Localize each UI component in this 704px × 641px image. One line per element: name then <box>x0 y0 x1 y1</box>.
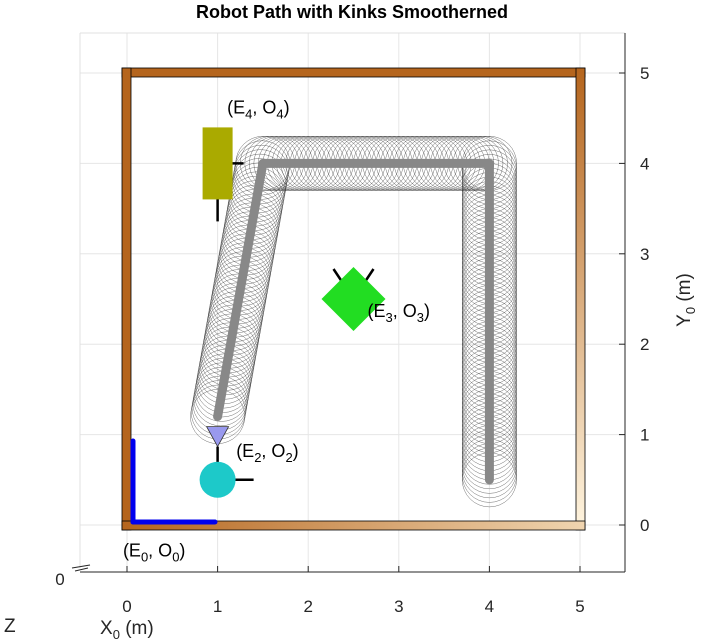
x-ticks: 0 1 2 3 4 5 <box>122 566 585 616</box>
obstacle-rect <box>202 127 233 200</box>
y-tick-label-0: 0 <box>640 516 649 535</box>
frame-label-part-1-4: ) <box>293 441 299 461</box>
x-tick-label-2: 2 <box>303 597 312 616</box>
x-tick-label-1: 1 <box>213 597 222 616</box>
frame-label-part-1-0: (E <box>236 441 254 461</box>
x-axis-label-sub: 0 <box>113 627 120 641</box>
frame-label-part-1-2: , O <box>261 441 285 461</box>
x-axis-label-unit: (m) <box>120 618 154 639</box>
frame-label-2: (E3, O3) <box>368 301 430 325</box>
y-axis-label-sub: 0 <box>683 307 698 314</box>
frame-label-part-1-1: 2 <box>254 450 261 465</box>
wall-left <box>121 67 132 531</box>
wall-bottom <box>121 520 586 531</box>
y-tick-label-4: 4 <box>640 154 649 173</box>
path-centerline <box>213 158 494 485</box>
obstacle-diamond <box>321 267 386 331</box>
frame-label-part-2-1: 3 <box>386 310 393 325</box>
chart-title: Robot Path with Kinks Smootherned <box>196 2 508 22</box>
frames: (E0, O0)(E2, O2)(E3, O3)(E4, O4) <box>123 98 430 565</box>
frame-label-part-2-2: , O <box>393 301 417 321</box>
frame-label-part-0-4: ) <box>179 541 185 561</box>
frame-label-part-0-3: 0 <box>172 550 179 565</box>
frame-label-0: (E0, O0) <box>123 541 185 565</box>
robot-base-circle <box>199 461 236 498</box>
y-axis-label: Y0 (m) <box>674 273 698 327</box>
wall-top <box>121 67 586 78</box>
y-tick-label-1: 1 <box>640 426 649 445</box>
frame-label-1: (E2, O2) <box>236 441 298 465</box>
frame-label-3: (E4, O4) <box>227 98 289 122</box>
z-tick-label: 0 <box>55 570 64 589</box>
y-axis-label-unit: (m) <box>674 273 695 307</box>
frame-label-part-0-0: (E <box>123 541 141 561</box>
frame-label-part-3-4: ) <box>284 98 290 118</box>
y-tick-label-3: 3 <box>640 245 649 264</box>
x-tick-label-0: 0 <box>122 597 131 616</box>
z-axis-stub <box>71 564 91 569</box>
y-tick-label-2: 2 <box>640 335 649 354</box>
frame-label-part-3-2: , O <box>252 98 276 118</box>
y-tick-label-5: 5 <box>640 64 649 83</box>
frame-label-part-2-4: ) <box>424 301 430 321</box>
frame-label-part-2-0: (E <box>368 301 386 321</box>
frame-label-part-3-3: 4 <box>276 107 283 122</box>
y-axis-label-main: Y <box>674 314 695 327</box>
plot-box <box>71 32 626 573</box>
robot-path <box>190 136 517 508</box>
x-tick-label-3: 3 <box>394 597 403 616</box>
frame-label-part-3-0: (E <box>227 98 245 118</box>
arena-walls <box>121 67 586 531</box>
frame-label-part-2-3: 3 <box>417 310 424 325</box>
frame-label-part-1-3: 2 <box>285 450 292 465</box>
x-axis-label: X0 (m) <box>100 618 154 641</box>
frame-label-part-0-1: 0 <box>141 550 148 565</box>
z-axis-label: Z <box>4 616 16 637</box>
x-tick-label-5: 5 <box>575 597 584 616</box>
frame-label-part-3-1: 4 <box>245 107 252 122</box>
frame-label-part-0-2: , O <box>148 541 172 561</box>
sensor-cone <box>205 426 230 448</box>
x-axis-label-main: X <box>100 618 113 639</box>
x-tick-label-4: 4 <box>485 597 494 616</box>
wall-right <box>575 67 586 531</box>
y-ticks: 0 1 2 3 4 5 <box>619 64 649 535</box>
